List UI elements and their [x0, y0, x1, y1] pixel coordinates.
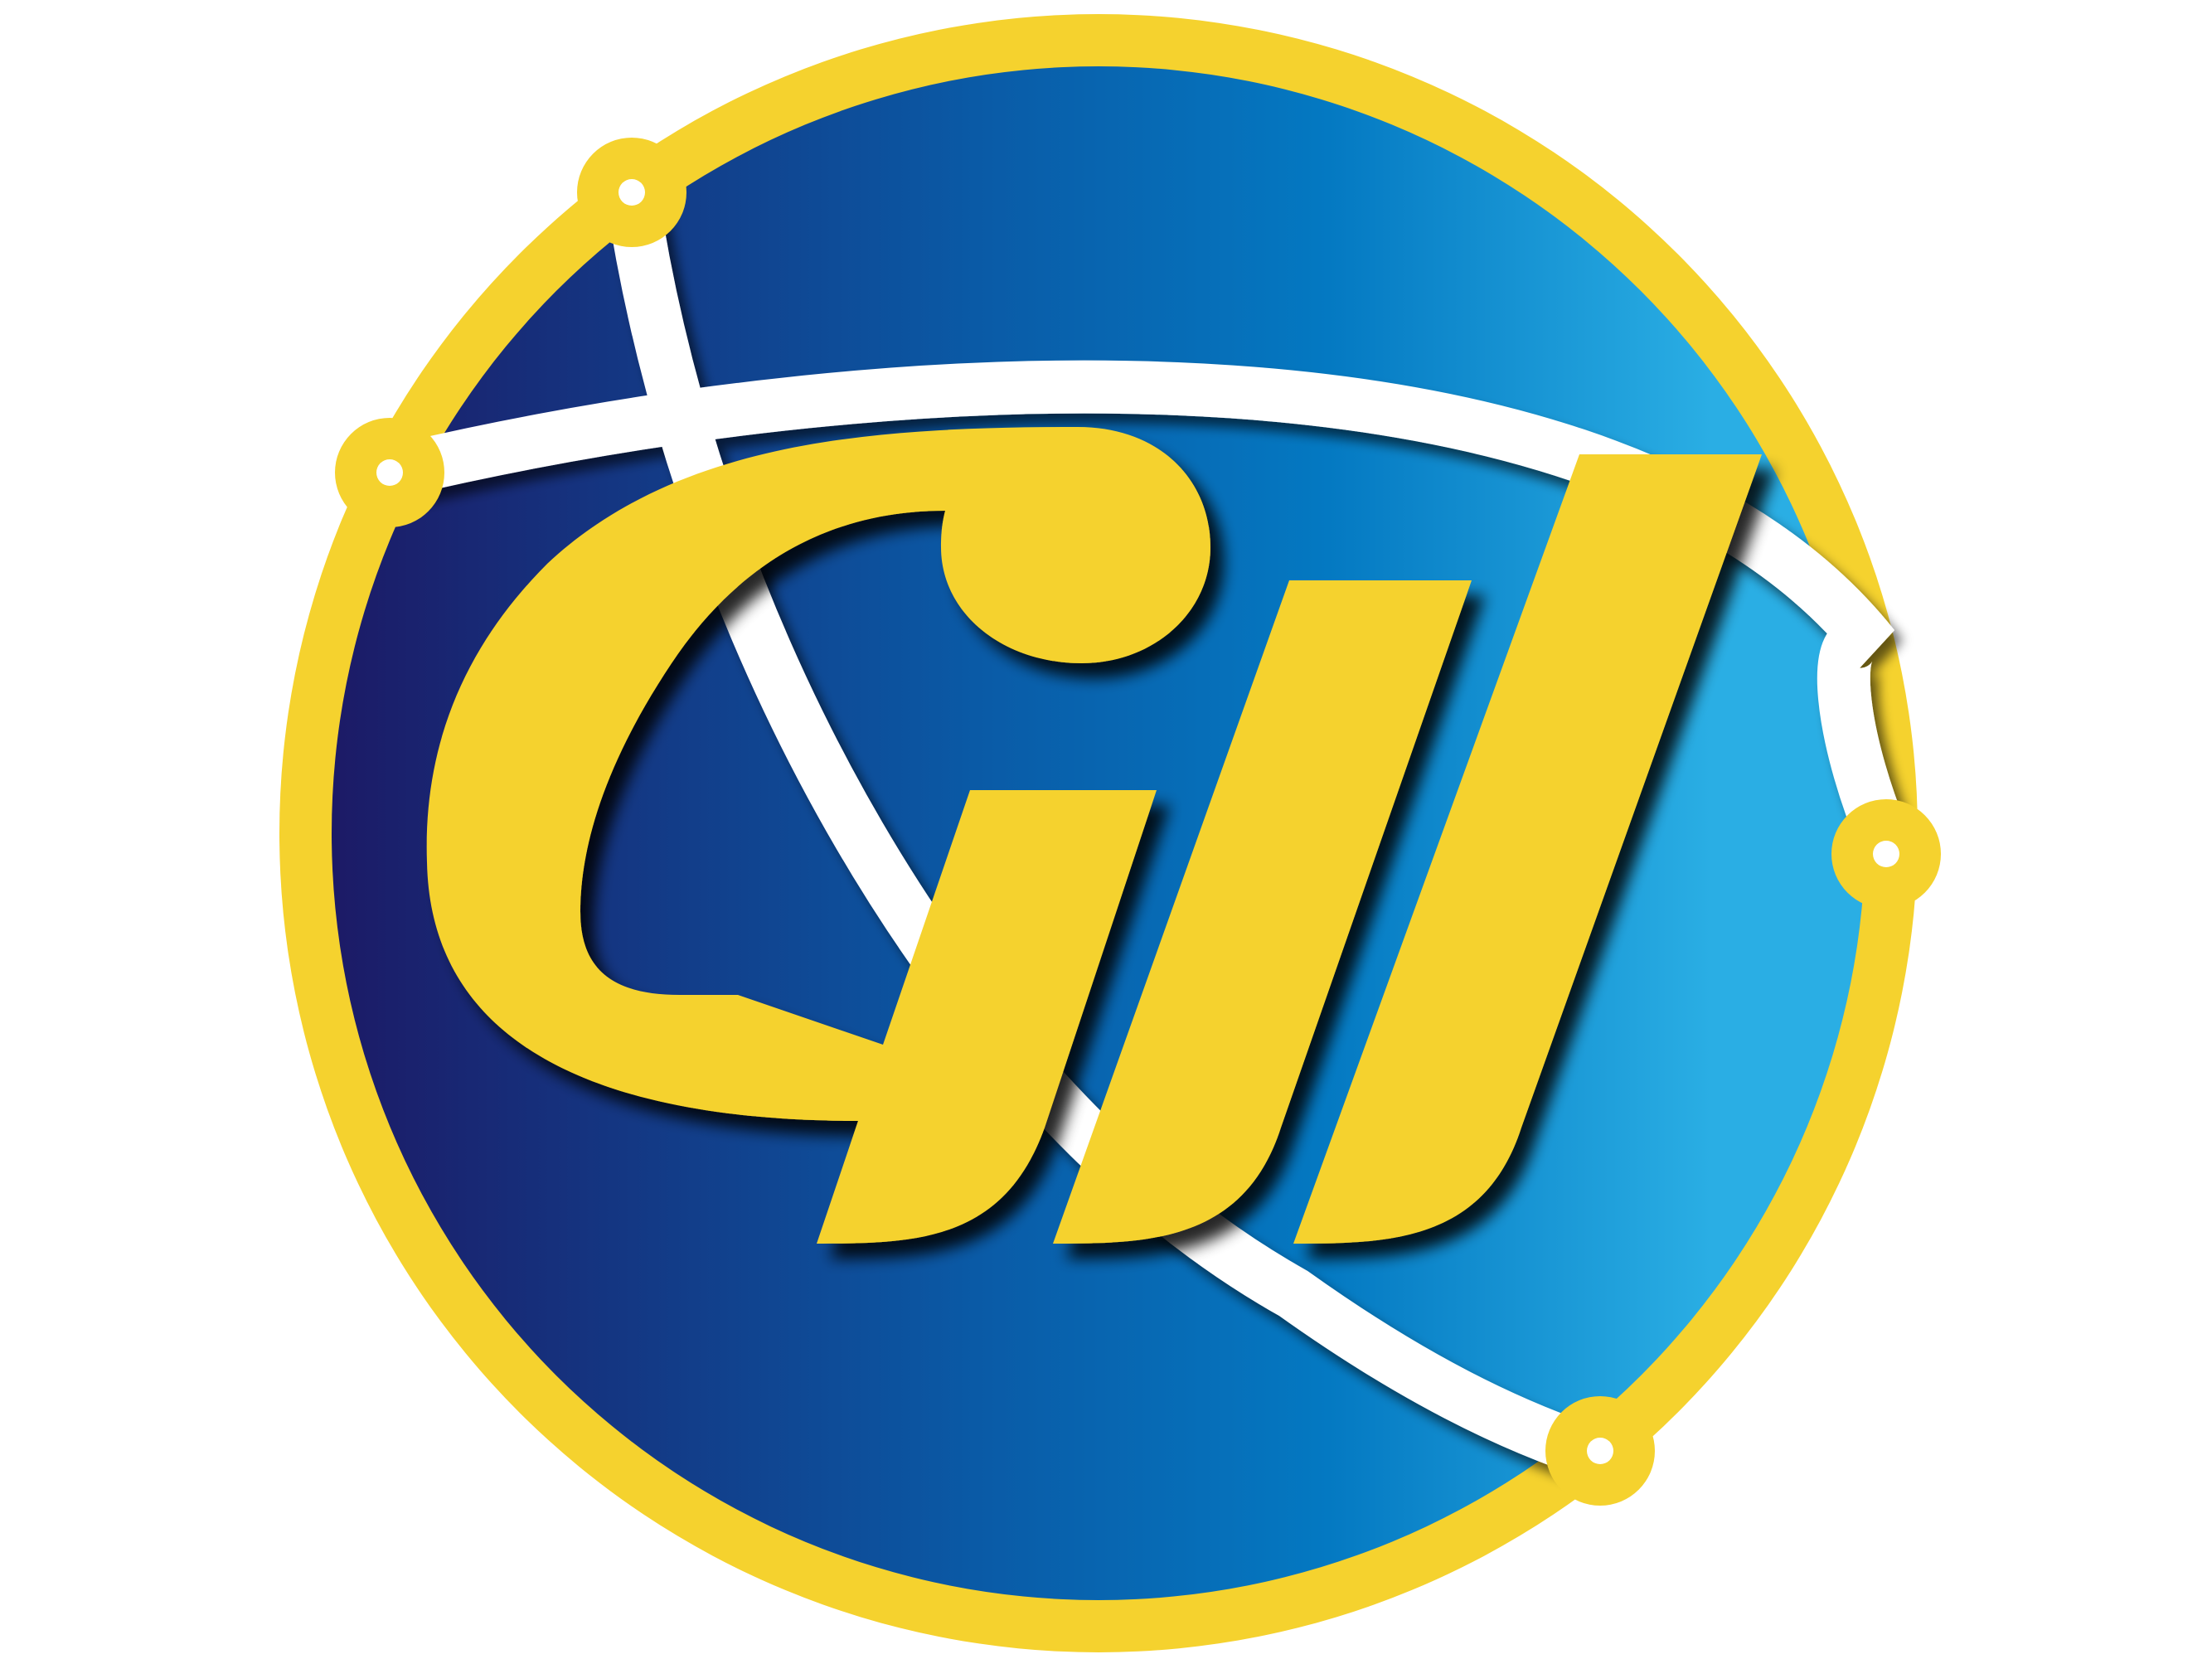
- network-node-icon: [1831, 799, 1941, 909]
- letter-i-1: [1053, 580, 1472, 1244]
- letter-g: [426, 427, 1210, 1244]
- wordmark-letters: [426, 427, 1762, 1244]
- network-node-icon: [1545, 1396, 1655, 1506]
- letter-i-2: [1293, 454, 1762, 1244]
- network-nodes: [335, 138, 1941, 1506]
- network-node-icon: [335, 418, 444, 527]
- network-node-icon: [577, 138, 686, 247]
